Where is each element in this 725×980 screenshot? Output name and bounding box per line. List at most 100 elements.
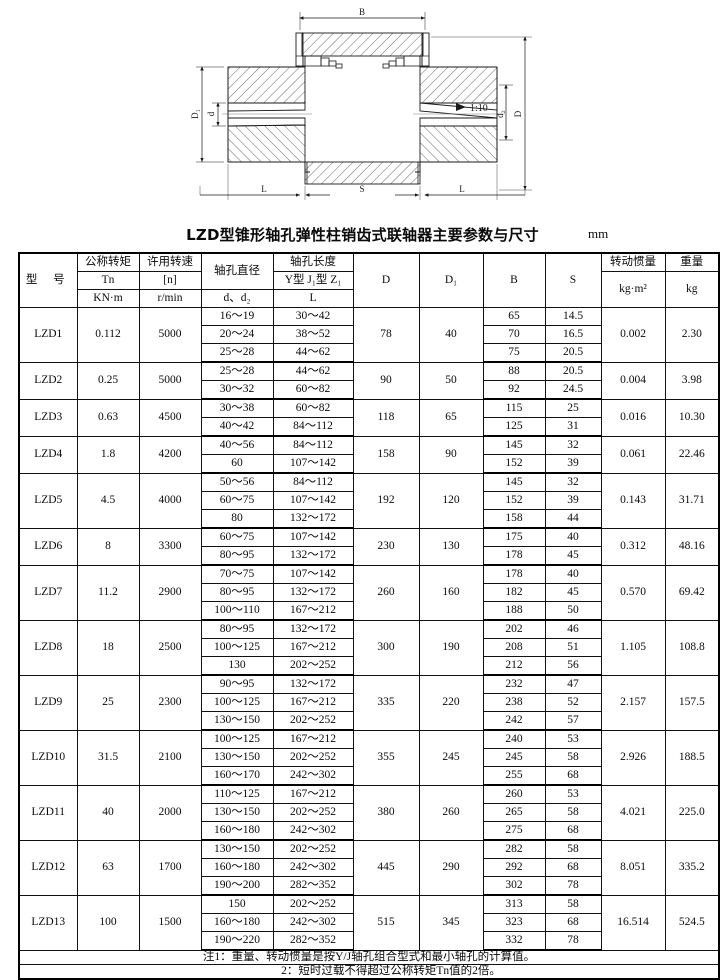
table-row: LZD8 18 2500 80～95 132～172 300 190 202 46 1.105 10… <box>18 619 720 676</box>
table-row: 130～150 202～252 245 58 <box>19 748 719 767</box>
cell-torque: 63 <box>76 839 140 896</box>
cell-B: 158 <box>482 509 546 529</box>
cell-B: 332 <box>482 931 546 951</box>
cell-inertia: 1.105 <box>600 619 666 676</box>
cell-B: 188 <box>482 601 546 621</box>
table-row: 100～110 167～212 188 50 <box>19 601 719 621</box>
cell-speed: 2500 <box>138 619 202 676</box>
cell-S: 51 <box>544 638 602 657</box>
cell-S: 52 <box>544 693 602 712</box>
cell-bore-length: 282～352 <box>272 931 354 951</box>
cell-bore-diameter: 20～24 <box>200 325 274 344</box>
cell-B: 212 <box>482 656 546 676</box>
cell-bore-length: 107～142 <box>272 527 354 547</box>
cell-B: 65 <box>482 307 546 326</box>
cell-B: 282 <box>482 839 546 859</box>
cell-inertia: 2.157 <box>600 674 666 731</box>
dim-label-d: d <box>206 111 216 116</box>
cell-torque: 0.25 <box>76 361 140 400</box>
cell-bore-diameter: 30～38 <box>200 398 274 418</box>
cell-B: 88 <box>482 361 546 381</box>
cell-D: 380 <box>352 784 420 841</box>
dim-label-D: D <box>513 110 523 117</box>
cell-D: 230 <box>352 527 420 566</box>
cell-bore-length: 167～212 <box>272 784 354 804</box>
th-bore-len-sym: L <box>272 289 354 308</box>
cell-bore-diameter: 100～110 <box>200 601 274 621</box>
cell-bore-diameter: 190～220 <box>200 931 274 951</box>
table-row: 80 132～172 158 44 <box>19 509 719 529</box>
cell-inertia: 0.002 <box>600 307 666 363</box>
cell-D: 300 <box>352 619 420 676</box>
th-torque-cn: 公称转矩 <box>76 252 140 272</box>
cell-bore-diameter: 80～95 <box>200 583 274 602</box>
cell-D1: 260 <box>418 784 484 841</box>
th-inertia-unit: kg·m² <box>600 271 666 308</box>
table-row: LZD4 1.8 4200 40～56 84～112 158 90 145 32 0.061 22.… <box>18 435 720 474</box>
cell-bore-diameter: 130～150 <box>200 711 274 731</box>
cell-weight: 22.46 <box>664 435 720 474</box>
cell-model: LZD1 <box>18 307 78 363</box>
th-speed-unit: r/min <box>138 289 202 308</box>
table-title-row: LZD型锥形轴孔弹性柱销齿式联轴器主要参数与尺寸 mm <box>0 224 725 252</box>
table-row: 30～32 60～82 92 24.5 <box>19 380 719 400</box>
table-row: 160～170 242～302 255 68 <box>19 766 719 786</box>
cell-D: 335 <box>352 674 420 731</box>
cell-B: 245 <box>482 748 546 767</box>
cell-B: 240 <box>482 729 546 749</box>
cell-model: LZD6 <box>18 527 78 566</box>
cell-S: 25 <box>544 398 602 418</box>
cell-B: 115 <box>482 398 546 418</box>
th-bore-dia-sym: d、d₂ <box>200 289 274 308</box>
cell-S: 20.5 <box>544 343 602 363</box>
cell-model: LZD10 <box>18 729 78 786</box>
cell-D1: 90 <box>418 435 484 474</box>
spec-table: 型 号 公称转矩 许用转速 轴孔直径 轴孔长度 D D₁ B S 转动惯量 重量… <box>18 252 720 980</box>
cell-bore-length: 242～302 <box>272 913 354 932</box>
cell-torque: 18 <box>76 619 140 676</box>
cell-speed: 1700 <box>138 839 202 896</box>
cell-bore-length: 167～212 <box>272 638 354 657</box>
table-row: 100～125 167～212 238 52 <box>19 693 719 712</box>
cell-weight: 524.5 <box>664 894 720 951</box>
cell-torque: 31.5 <box>76 729 140 786</box>
cell-D: 355 <box>352 729 420 786</box>
cell-D1: 245 <box>418 729 484 786</box>
cell-B: 260 <box>482 784 546 804</box>
cell-S: 16.5 <box>544 325 602 344</box>
cell-bore-diameter: 160～180 <box>200 913 274 932</box>
cell-weight: 31.71 <box>664 472 720 529</box>
unit-label: mm <box>588 226 609 241</box>
cell-D: 158 <box>352 435 420 474</box>
cell-model: LZD2 <box>18 361 78 400</box>
cell-bore-diameter: 100～125 <box>200 693 274 712</box>
cell-bore-diameter: 60～75 <box>200 527 274 547</box>
cell-weight: 188.5 <box>664 729 720 786</box>
cell-bore-diameter: 160～170 <box>200 766 274 786</box>
cell-bore-length: 282～352 <box>272 876 354 896</box>
cell-S: 58 <box>544 803 602 822</box>
dim-label-D1: D₁ <box>190 109 200 119</box>
cell-bore-diameter: 30～32 <box>200 380 274 400</box>
cell-S: 47 <box>544 674 602 694</box>
cell-D1: 160 <box>418 564 484 621</box>
cell-bore-length: 202～252 <box>272 656 354 676</box>
cell-S: 50 <box>544 601 602 621</box>
cell-B: 70 <box>482 325 546 344</box>
table-row: 40～42 84～112 125 31 <box>19 417 719 437</box>
table-row: LZD2 0.25 5000 25～28 44～62 90 50 88 20.5 0.004 3.9… <box>18 361 720 400</box>
table-row: LZD6 8 3300 60～75 107～142 230 130 175 40 0.312 48.… <box>18 527 720 566</box>
cell-bore-diameter: 130～150 <box>200 748 274 767</box>
cell-inertia: 0.004 <box>600 361 666 400</box>
table-row: LZD11 40 2000 110～125 167～212 380 260 260 53 4.02… <box>18 784 720 841</box>
cell-B: 242 <box>482 711 546 731</box>
cell-weight: 2.30 <box>664 307 720 363</box>
cell-bore-length: 202～252 <box>272 839 354 859</box>
table-row: LZD1 0.112 5000 16～19 30～42 78 40 65 14.5 0.002 2.… <box>18 307 720 363</box>
cell-weight: 157.5 <box>664 674 720 731</box>
th-model-label: 型 号 <box>25 272 71 287</box>
page-root: B <box>0 7 725 980</box>
cell-S: 78 <box>544 931 602 951</box>
cell-bore-diameter: 150 <box>200 894 274 914</box>
th-S: S <box>544 252 602 308</box>
